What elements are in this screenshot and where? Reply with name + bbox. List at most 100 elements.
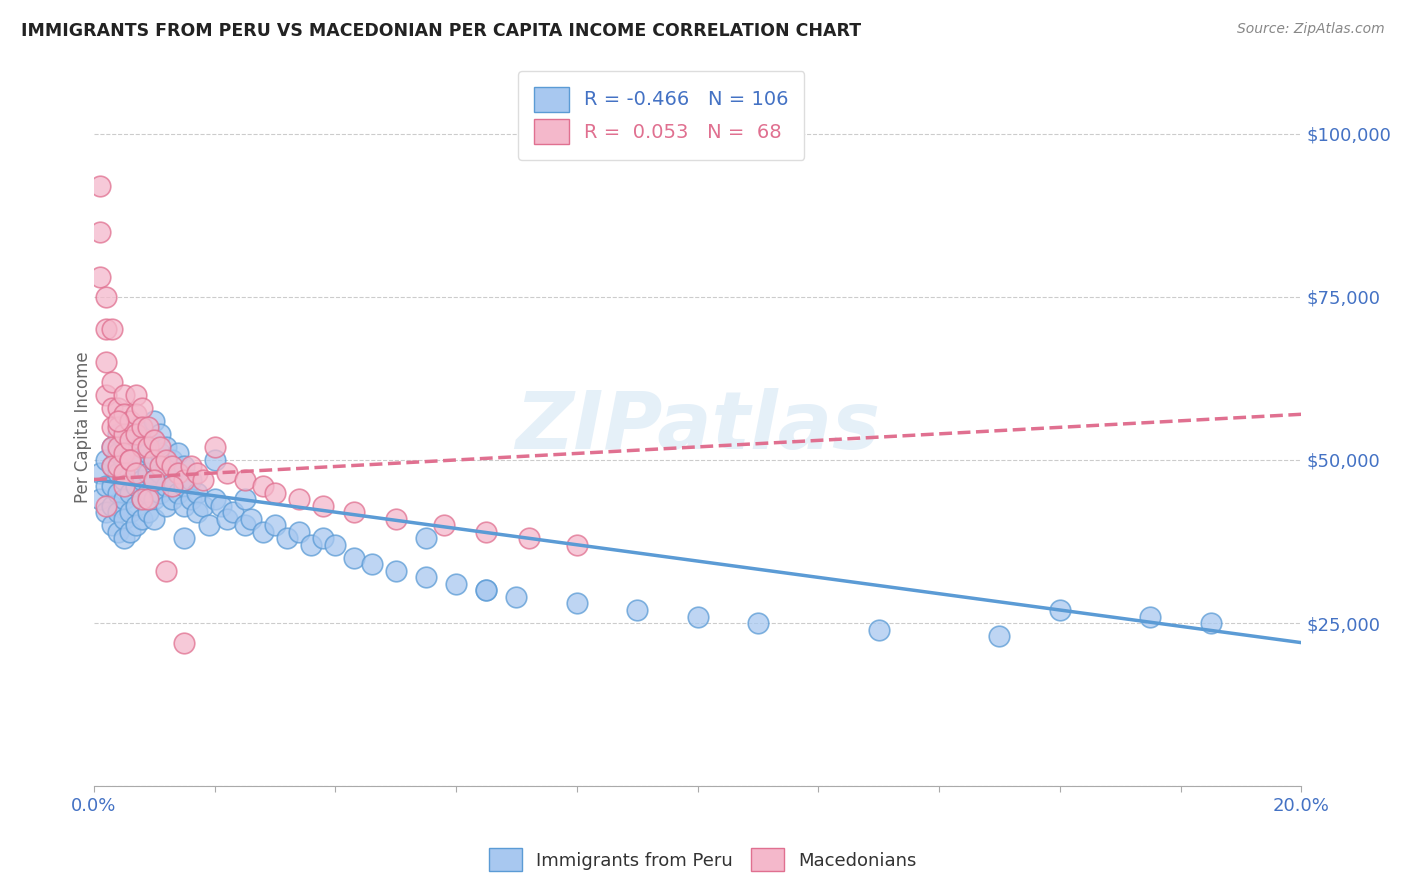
Point [107,446,129,460]
Point [180,473,202,487]
Point [131,440,153,454]
Point [312,531,335,545]
Point [173,479,195,493]
Point [107,466,129,480]
Point [125,459,148,474]
Point [131,401,153,415]
Point [505,590,527,604]
Point [276,531,298,545]
Text: IMMIGRANTS FROM PERU VS MACEDONIAN PER CAPITA INCOME CORRELATION CHART: IMMIGRANTS FROM PERU VS MACEDONIAN PER C… [21,22,862,40]
Point [517,531,540,545]
Point [155,499,177,513]
Point [312,499,335,513]
Point [89,492,111,507]
Point [209,499,232,513]
Point [162,479,184,493]
Point [233,492,256,507]
Point [167,446,190,460]
Point [89,225,111,239]
Text: Source: ZipAtlas.com: Source: ZipAtlas.com [1237,22,1385,37]
Point [120,434,142,448]
Point [143,473,166,487]
Point [94,479,117,493]
Point [131,492,153,507]
Point [112,407,135,421]
Point [384,511,406,525]
Point [107,459,129,474]
Point [162,459,184,474]
Point [143,473,166,487]
Point [101,459,124,474]
Point [107,440,129,454]
Point [162,473,184,487]
Point [120,505,142,519]
Point [101,499,124,513]
Point [162,492,184,507]
Point [475,583,498,598]
Point [120,524,142,539]
Point [112,388,135,402]
Point [125,407,148,421]
Point [101,440,124,454]
Point [112,492,135,507]
Point [167,466,190,480]
Point [112,434,135,448]
Point [233,518,256,533]
Point [204,440,226,454]
Point [155,459,177,474]
Point [120,453,142,467]
Point [107,485,129,500]
Point [239,511,262,525]
Point [173,499,195,513]
Point [120,446,142,460]
Point [94,453,117,467]
Point [131,453,153,467]
Point [107,401,129,415]
Point [233,473,256,487]
Point [155,453,177,467]
Point [180,492,202,507]
Point [149,446,172,460]
Point [686,609,709,624]
Point [215,466,238,480]
Point [149,466,172,480]
Point [143,453,166,467]
Point [125,479,148,493]
Point [101,401,124,415]
Point [415,531,437,545]
Point [112,446,135,460]
Point [101,420,124,434]
Point [136,420,159,434]
Point [136,440,159,454]
Point [143,434,166,448]
Point [191,473,214,487]
Point [342,505,364,519]
Point [94,388,117,402]
Point [1139,609,1161,624]
Point [197,518,219,533]
Point [94,499,117,513]
Point [107,420,129,434]
Point [136,446,159,460]
Point [325,538,347,552]
Point [101,375,124,389]
Point [131,511,153,525]
Point [204,453,226,467]
Point [162,453,184,467]
Point [149,459,172,474]
Point [112,453,135,467]
Point [94,505,117,519]
Point [191,499,214,513]
Point [125,420,148,434]
Point [125,440,148,454]
Point [222,505,245,519]
Point [125,466,148,480]
Point [186,466,208,480]
Point [186,485,208,500]
Point [94,322,117,336]
Point [143,434,166,448]
Point [136,485,159,500]
Point [173,531,195,545]
Point [1199,615,1222,630]
Point [252,524,274,539]
